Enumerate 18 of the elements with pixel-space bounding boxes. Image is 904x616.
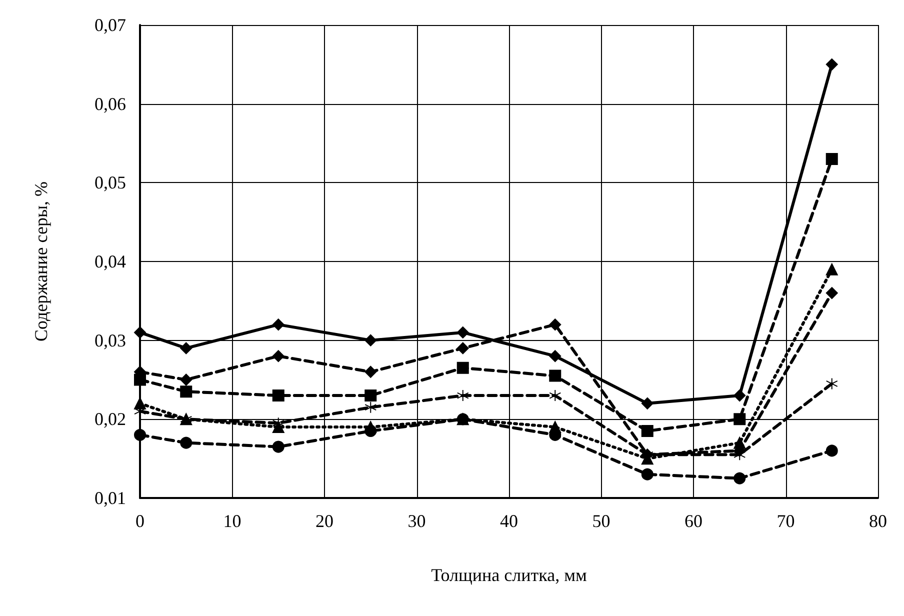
x-axis-title: Толщина слитка, мм xyxy=(431,565,587,585)
x-tick-label: 20 xyxy=(316,511,334,531)
x-tick-label: 10 xyxy=(223,511,242,531)
x-tick-label: 80 xyxy=(869,511,887,531)
y-tick-label: 0,07 xyxy=(94,15,126,35)
y-axis-title: Содержание серы, % xyxy=(31,181,51,342)
y-tick-label: 0,03 xyxy=(94,330,126,350)
x-tick-label: 70 xyxy=(776,511,795,531)
x-tick-label: 60 xyxy=(684,511,702,531)
y-tick-label: 0,05 xyxy=(94,172,126,193)
x-tick-label: 0 xyxy=(136,511,144,531)
x-tick-label: 50 xyxy=(592,511,610,531)
y-tick-label: 0,01 xyxy=(94,488,126,508)
y-tick-label: 0,06 xyxy=(94,94,126,114)
y-tick-label: 0,02 xyxy=(94,409,126,430)
y-tick-label: 0,04 xyxy=(94,252,126,272)
x-tick-label: 30 xyxy=(408,511,426,531)
x-tick-label: 40 xyxy=(500,511,518,531)
